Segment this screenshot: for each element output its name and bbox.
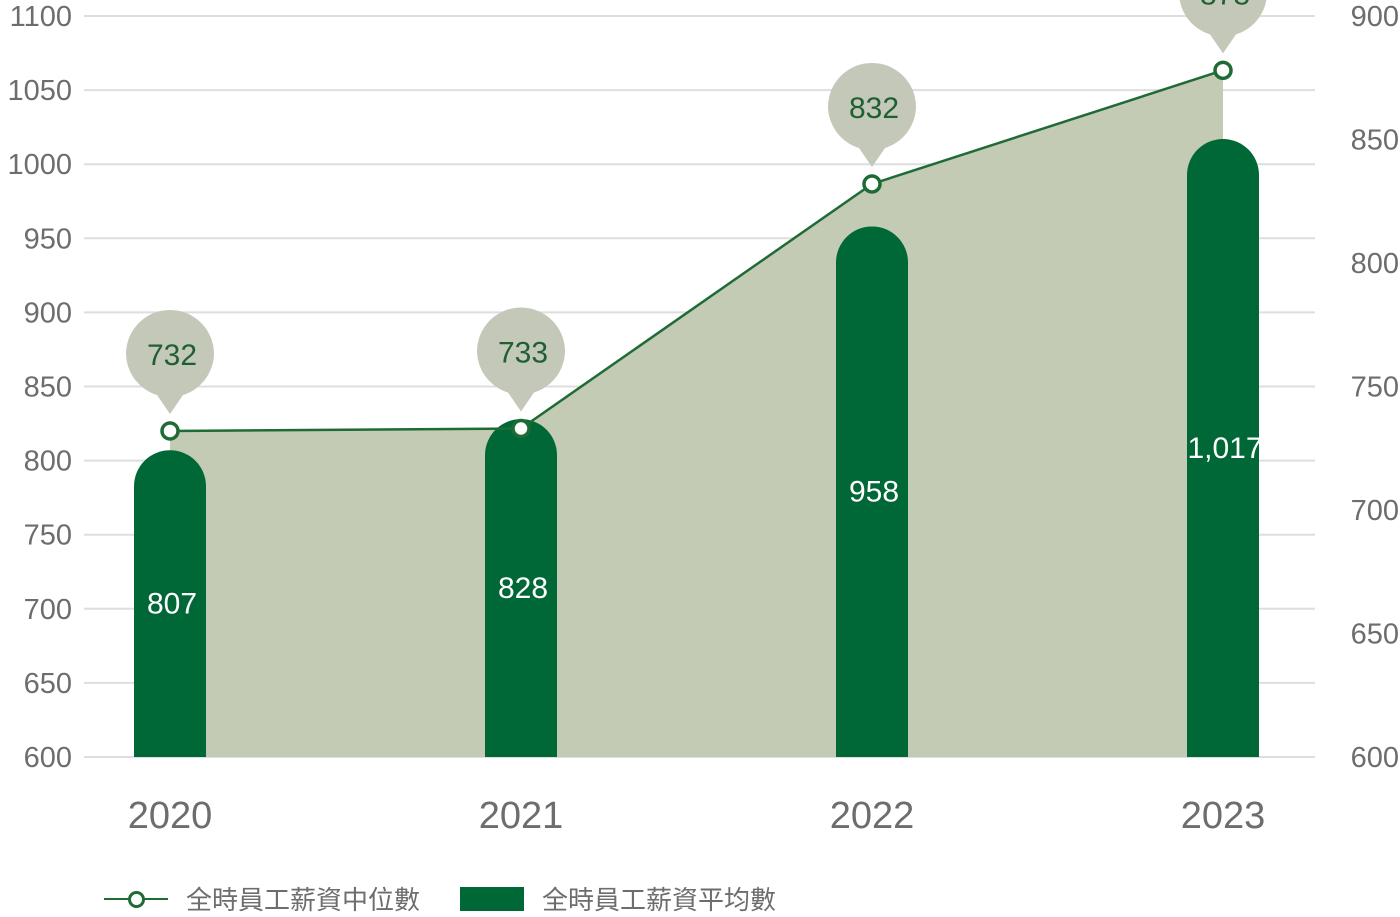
left-tick-label: 650 [24, 668, 72, 700]
right-tick-label: 900 [1351, 1, 1399, 33]
median-point [160, 421, 180, 441]
right-tick-label: 800 [1351, 248, 1399, 280]
median-bubble [126, 309, 214, 414]
x-tick-label: 2022 [830, 795, 915, 837]
legend-mean-label: 全時員工薪資平均數 [542, 886, 777, 916]
legend-median-label: 全時員工薪資中位數 [186, 886, 421, 916]
left-tick-label: 700 [24, 594, 72, 626]
mean-bar [134, 450, 206, 757]
left-tick-label: 1050 [7, 75, 72, 107]
bar-swatch-icon [460, 886, 525, 911]
median-bubble [828, 62, 916, 167]
line-marker-icon [104, 884, 168, 914]
median-bubble-label: 732 [147, 339, 197, 372]
mean-bar [1187, 139, 1259, 758]
median-bubble [477, 307, 565, 412]
right-tick-label: 650 [1351, 619, 1399, 651]
left-tick-label: 1100 [10, 1, 72, 33]
left-tick-label: 750 [24, 520, 72, 552]
axis-ticks: 600 650 700 750 800 850 900 950 1000 1050 1100 600 6… [7, 1, 1399, 837]
mean-bar-label: 828 [498, 572, 548, 605]
mean-bar-label: 807 [147, 588, 197, 621]
left-tick-label: 600 [24, 742, 72, 774]
median-line [160, 60, 1233, 441]
left-tick-label: 1000 [7, 149, 72, 181]
median-area-fill [170, 70, 1223, 758]
legend-item-median: 全時員工薪資中位數 [104, 880, 420, 917]
mean-bar [836, 226, 909, 758]
median-area [170, 70, 1223, 758]
x-tick-label: 2023 [1181, 795, 1266, 837]
legend-item-mean: 全時員工薪資平均數 [460, 880, 776, 917]
left-tick-label: 900 [24, 297, 72, 329]
median-bubble-label: 832 [849, 92, 899, 125]
left-tick-label: 800 [24, 446, 72, 478]
x-tick-label: 2021 [479, 795, 564, 837]
median-point [862, 174, 882, 194]
median-point [1213, 60, 1233, 81]
left-tick-label: 950 [24, 223, 72, 255]
mean-bar-label: 1,017 [1187, 432, 1262, 465]
mean-bars [134, 139, 1259, 758]
median-bubble [1179, 0, 1267, 54]
right-tick-label: 850 [1351, 125, 1399, 157]
left-tick-label: 850 [24, 372, 72, 404]
median-bubble-label: 878 [1200, 0, 1250, 11]
median-bubble-label: 733 [498, 336, 548, 369]
mean-bar [485, 419, 557, 757]
median-line-path [169, 69, 1224, 433]
legend: 全時員工薪資中位數 全時員工薪資平均數 [104, 880, 816, 917]
data-labels: 807 828 958 1,017 732 733 832 878 [126, 0, 1267, 621]
right-tick-label: 600 [1351, 742, 1399, 774]
right-tick-label: 700 [1351, 495, 1399, 527]
x-tick-label: 2020 [128, 795, 213, 837]
mean-bar-label: 958 [849, 476, 899, 509]
median-point [511, 418, 531, 439]
right-tick-label: 750 [1351, 372, 1399, 404]
